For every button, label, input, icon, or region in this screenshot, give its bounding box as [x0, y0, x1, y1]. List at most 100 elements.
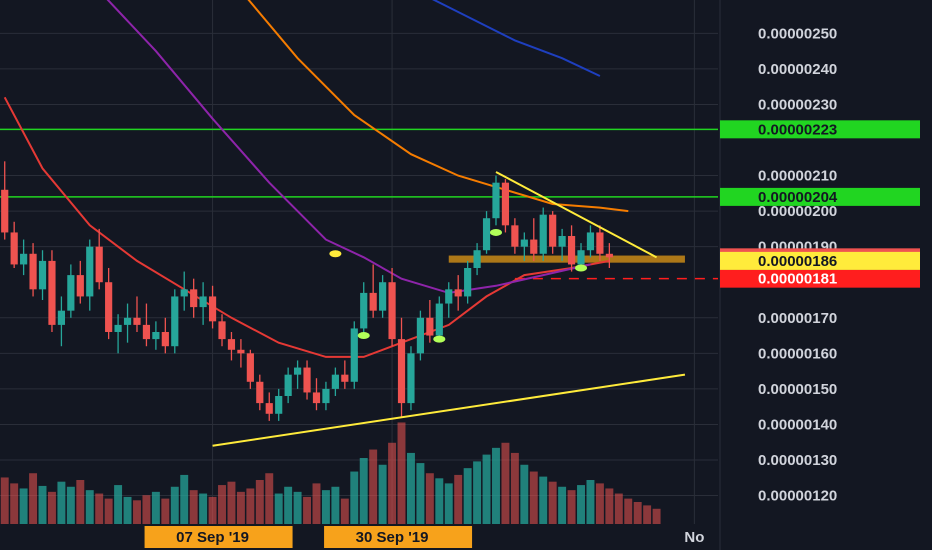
candles	[1, 161, 613, 421]
volume-bar	[274, 493, 283, 524]
candle-body	[492, 182, 500, 219]
signal-markers	[329, 228, 588, 343]
candle-body	[530, 239, 538, 254]
volume-bar	[95, 493, 104, 524]
candle-body	[379, 282, 387, 311]
candle-body	[95, 246, 103, 283]
candle-body	[38, 260, 47, 290]
candle-body	[407, 353, 415, 404]
y-tick-label: 0.00000140	[758, 416, 837, 433]
candle-body	[161, 332, 169, 347]
candle-body	[20, 253, 28, 265]
volume-bar	[492, 447, 500, 524]
price-badge-label: 0.00000223	[758, 121, 837, 138]
volume-bar	[416, 463, 425, 524]
y-tick-label: 0.00000210	[758, 168, 837, 185]
price-badges: 0.000002230.000002040.000001810.00000187…	[720, 120, 920, 288]
volume-bar	[633, 502, 642, 524]
candle-body	[67, 275, 75, 311]
candle-body	[123, 317, 132, 325]
volume-bar	[586, 480, 595, 524]
candle-body	[549, 214, 557, 247]
candle-body	[454, 289, 462, 297]
trendline	[495, 171, 658, 259]
candle-body	[256, 381, 264, 404]
moving-average-line	[432, 0, 601, 77]
volume-bar	[161, 498, 170, 524]
volume-bar	[520, 464, 529, 524]
candle-body	[586, 232, 595, 251]
candle-body	[1, 189, 9, 233]
volume-bar	[76, 480, 85, 524]
volume-bar	[473, 461, 482, 524]
volume-bar	[529, 471, 538, 524]
volume-bar	[369, 449, 378, 524]
candle-body	[133, 317, 141, 325]
moving-average-line	[106, 0, 591, 294]
volume-bar	[303, 496, 312, 524]
volume-bar	[548, 481, 557, 524]
volume-bar	[10, 483, 19, 524]
candle-body	[605, 253, 613, 258]
volume-bar	[624, 498, 633, 524]
volume-bar	[350, 471, 359, 524]
candle-body	[397, 339, 406, 404]
date-label: 30 Sep '19	[356, 529, 429, 546]
price-badge	[720, 251, 920, 270]
volume-bar	[321, 490, 330, 524]
volume-bar	[388, 442, 397, 524]
volume-bar	[397, 422, 406, 524]
candle-body	[435, 303, 443, 336]
candle-body	[218, 321, 226, 340]
candle-body	[322, 388, 330, 404]
y-tick-label: 0.00000170	[758, 310, 837, 327]
volume-bar	[227, 481, 236, 524]
candle-body	[227, 339, 236, 350]
price-badge	[720, 120, 920, 139]
volume-bar	[133, 500, 141, 524]
candle-body	[57, 310, 65, 325]
candle-body	[558, 236, 566, 247]
support-zone	[448, 255, 685, 263]
volume-bar	[199, 493, 208, 524]
volume-bar	[236, 491, 245, 524]
candle-body	[520, 239, 528, 247]
candle-body	[48, 260, 56, 325]
volume-bar	[142, 495, 151, 524]
volume-bar	[218, 485, 226, 524]
time-axis[interactable]: 07 Sep '19 30 Sep '19 No	[0, 524, 718, 550]
volume-bar	[595, 483, 604, 524]
volume-bar	[85, 490, 94, 524]
y-tick-label: 0.00000160	[758, 345, 837, 362]
trendlines[interactable]	[212, 171, 686, 447]
candle-body	[369, 292, 377, 311]
candle-body	[76, 275, 84, 297]
volume-bar	[539, 476, 548, 524]
candle-body	[596, 232, 604, 254]
volume-bar	[246, 488, 255, 524]
horizontal-levels[interactable]	[0, 128, 718, 280]
date-label-bg	[324, 526, 473, 548]
candle-body	[388, 282, 396, 340]
volume-bar	[180, 474, 189, 524]
candle-body	[142, 324, 151, 340]
volume-bar	[444, 483, 453, 524]
candle-body	[577, 250, 585, 265]
candle-body	[86, 246, 94, 297]
support-zone-rect	[448, 255, 685, 263]
signal-marker	[357, 332, 370, 340]
y-tick-label: 0.00000150	[758, 381, 837, 398]
price-badge	[720, 187, 920, 206]
y-tick-label: 0.00000200	[758, 203, 837, 220]
volume-bar	[284, 486, 293, 524]
candle-body	[567, 236, 576, 265]
volume-bar	[255, 480, 264, 524]
price-badge-label: 0.00000204	[758, 189, 838, 206]
volume-bar	[331, 486, 340, 524]
candle-body	[190, 289, 198, 308]
candle-body	[350, 328, 358, 382]
candle-body	[416, 317, 424, 354]
candle-body	[180, 289, 188, 297]
candle-body	[105, 282, 113, 332]
